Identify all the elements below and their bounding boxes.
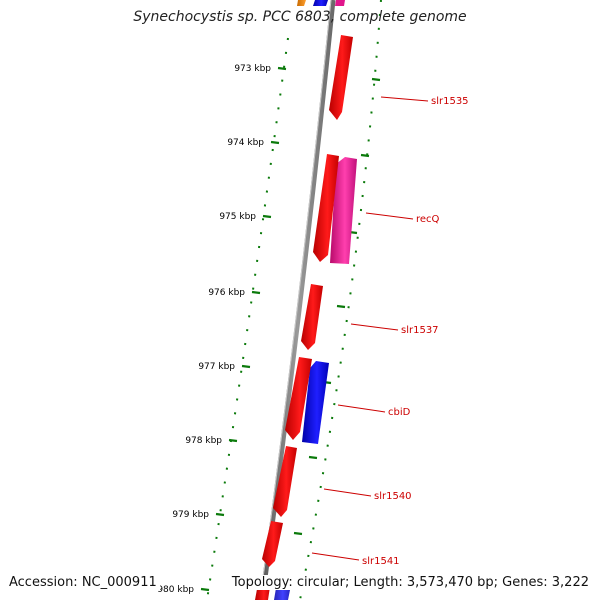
genome-title: Synechocystis sp. PCC 6803, complete gen…: [133, 9, 467, 25]
gene-recQ[interactable]: [330, 157, 357, 264]
ruler-tick-label: 979 kbp: [172, 510, 209, 520]
ruler-tick-label: 974 kbp: [227, 138, 264, 148]
gene-slr1541[interactable]: [262, 521, 283, 567]
ruler-tick: [251, 290, 261, 295]
ruler-tick: [277, 66, 287, 71]
gene-label-slr1540[interactable]: slr1540: [374, 491, 412, 502]
ruler-tick-label: 976 kbp: [208, 288, 245, 298]
outer-ruler-tick: [371, 77, 381, 82]
ruler-tick-label: 978 kbp: [185, 436, 222, 446]
ruler-tick: [228, 438, 238, 443]
genome-backbone: [259, 0, 336, 601]
genome-backbone-highlight: [259, 0, 332, 601]
ruler-ticks: [200, 66, 287, 592]
gene-callout-lines: [311, 96, 429, 561]
gene-orange-partial: [297, 0, 306, 6]
ruler-tick: [215, 512, 225, 517]
gene-cbiD-companion: [285, 357, 312, 440]
outer-ruler-ticks: [293, 77, 381, 536]
gene-slr1535[interactable]: [329, 35, 353, 120]
ruler-tick-label: 973 kbp: [234, 64, 271, 74]
gene-label-cbiD[interactable]: cbiD: [388, 407, 411, 418]
gene-blue-partial-bottom: [274, 588, 290, 600]
accession-text: Accession: NC_000911: [6, 575, 160, 590]
ruler-tick-labels: 973 kbp 974 kbp 975 kbp 976 kbp 977 kbp 978 k…: [157, 64, 271, 595]
topology-text: Topology: circular; Length: 3,573,470 bp…: [228, 575, 592, 590]
gene-labels: slr1535 recQ slr1537 cbiD slr1540 slr1541: [362, 96, 469, 567]
ruler-tick-label: 977 kbp: [198, 362, 235, 372]
gene-label-slr1541[interactable]: slr1541: [362, 556, 400, 567]
outer-ruler-tick: [308, 455, 318, 460]
gene-cbiD[interactable]: [302, 361, 329, 444]
ruler-tick: [262, 214, 272, 219]
ruler-track: [206, 37, 289, 601]
ruler-tick: [200, 587, 210, 592]
gene-slr1540[interactable]: [273, 446, 297, 517]
outer-ruler-tick: [360, 153, 370, 158]
ruler-tick-label: 980 kbp: [157, 585, 194, 595]
outer-ruler-tick: [336, 304, 346, 309]
outer-ruler-tick: [293, 531, 303, 536]
gene-pink-partial-top: [335, 0, 345, 6]
gene-label-recQ[interactable]: recQ: [416, 214, 440, 225]
ruler-tick: [241, 364, 251, 369]
ruler-tick: [270, 140, 280, 145]
gene-slr1537[interactable]: [301, 284, 323, 350]
gene-recQ-companion: [313, 154, 339, 262]
ruler-tick-label: 975 kbp: [219, 212, 256, 222]
gene-blue-partial-top: [313, 0, 328, 6]
gene-label-slr1535[interactable]: slr1535: [431, 96, 469, 107]
gene-label-slr1537[interactable]: slr1537: [401, 325, 439, 336]
